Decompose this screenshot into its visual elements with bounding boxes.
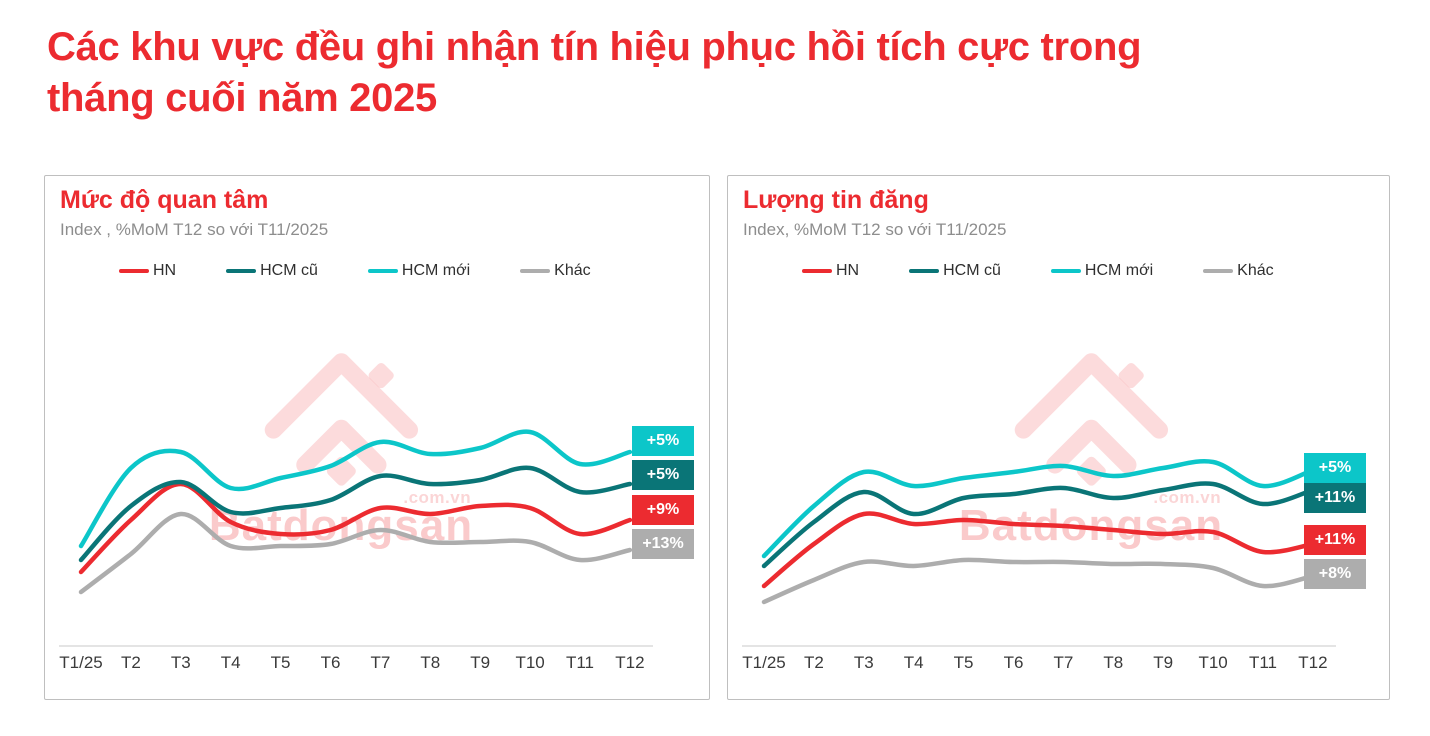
x-tick-label-t2: T2: [803, 653, 824, 672]
x-tick-label-t5: T5: [953, 653, 974, 672]
page-title-line-2: tháng cuối năm 2025: [47, 75, 437, 120]
x-tick-label-t11: T11: [1248, 653, 1278, 672]
end-label-badge-hcm-mới: +5%: [1304, 453, 1366, 483]
chart-panel-muc-do-quan-tam: Mức độ quan tâm Index , %MoM T12 so với …: [44, 175, 710, 700]
legend-swatch-hcm-cũ: [909, 269, 940, 273]
line-khác: [761, 557, 1316, 605]
line-hcm-cũ: [78, 465, 633, 563]
legend-label-hcm-mới: HCM mới: [401, 262, 471, 279]
end-label-badge-hcm-mới: +5%: [632, 426, 694, 456]
legend-label-hcm-mới: HCM mới: [1084, 262, 1154, 279]
legend-label-khác: Khác: [1237, 262, 1274, 279]
line-hcm-mới: [78, 429, 633, 549]
end-label-badge-hcm-cũ: +5%: [632, 460, 694, 490]
legend-label-hcm-cũ: HCM cũ: [943, 262, 1001, 279]
legend-item-hn: HN: [119, 262, 176, 280]
legend-label-hn: HN: [836, 262, 860, 279]
x-tick-label-t7: T7: [1053, 653, 1074, 672]
legend-label-hcm-cũ: HCM cũ: [260, 262, 318, 279]
legend-swatch-khác: [1203, 269, 1234, 273]
x-tick-label-t8: T8: [420, 653, 441, 672]
x-axis-line: [59, 645, 653, 647]
legend: HN HCM cũ HCM mới Khác: [802, 262, 1274, 280]
line-hn: [78, 481, 633, 575]
x-tick-label-t11: T11: [565, 653, 595, 672]
end-label-badge-hn: +11%: [1304, 525, 1366, 555]
x-tick-label-t7: T7: [370, 653, 391, 672]
legend-swatch-hcm-mới: [1050, 269, 1081, 273]
legend-swatch-hn: [119, 269, 149, 273]
line-hcm-cũ: [761, 481, 1316, 569]
x-tick-label-t10: T10: [515, 653, 545, 672]
chart-subtitle: Index , %MoM T12 so với T11/2025: [60, 220, 329, 239]
page-title: Các khu vực đều ghi nhận tín hiệu phục h…: [47, 22, 1387, 124]
legend-item-hcm-mới: HCM mới: [1050, 262, 1154, 280]
x-tick-label-t10: T10: [1198, 653, 1228, 672]
legend: HN HCM cũ HCM mới Khác: [119, 262, 591, 280]
x-tick-label-t4: T4: [903, 653, 924, 672]
x-tick-label-t9: T9: [1153, 653, 1174, 672]
line-chart: [761, 459, 1316, 605]
end-label-badge-hcm-cũ: +11%: [1304, 483, 1366, 513]
chart-title: Lượng tin đăng: [743, 186, 929, 214]
chart-panel-luong-tin-dang: Lượng tin đăng Index, %MoM T12 so với T1…: [727, 175, 1390, 700]
x-tick-label-t12: T12: [1298, 653, 1328, 672]
x-tick-label-t2: T2: [120, 653, 141, 672]
legend-item-hcm-mới: HCM mới: [367, 262, 471, 280]
end-label-badge-khác: +8%: [1304, 559, 1366, 589]
legend-item-hn: HN: [802, 262, 859, 280]
x-tick-label-t5: T5: [270, 653, 291, 672]
line-hcm-mới: [761, 459, 1316, 559]
legend-swatch-hcm-mới: [367, 269, 398, 273]
chart-subtitle: Index, %MoM T12 so với T11/2025: [743, 220, 1007, 239]
x-tick-label-t6: T6: [1003, 653, 1024, 672]
end-label-badge-khác: +13%: [632, 529, 694, 559]
line-chart: [78, 429, 633, 595]
legend-swatch-khác: [520, 269, 551, 273]
chart-title: Mức độ quan tâm: [60, 186, 269, 214]
legend-item-hcm-cũ: HCM cũ: [226, 262, 318, 280]
legend-swatch-hn: [802, 269, 832, 273]
x-tick-label-t8: T8: [1103, 653, 1124, 672]
x-tick-label-t6: T6: [320, 653, 341, 672]
legend-swatch-hcm-cũ: [226, 269, 257, 273]
x-axis-line: [742, 645, 1336, 647]
line-khác: [78, 511, 633, 595]
x-tick-label-t1-25: T1/25: [59, 653, 103, 672]
x-tick-label-t3: T3: [853, 653, 874, 672]
end-label-badge-hn: +9%: [632, 495, 694, 525]
x-tick-label-t3: T3: [170, 653, 191, 672]
x-tick-label-t4: T4: [220, 653, 241, 672]
legend-label-hn: HN: [153, 262, 177, 279]
x-tick-label-t1-25: T1/25: [742, 653, 786, 672]
legend-item-hcm-cũ: HCM cũ: [909, 262, 1001, 280]
legend-item-khác: Khác: [520, 262, 591, 280]
line-hn: [761, 511, 1316, 589]
page-title-line-1: Các khu vực đều ghi nhận tín hiệu phục h…: [47, 25, 1142, 69]
legend-item-khác: Khác: [1203, 262, 1274, 280]
x-tick-label-t9: T9: [470, 653, 491, 672]
legend-label-khác: Khác: [554, 262, 591, 279]
x-tick-label-t12: T12: [615, 653, 645, 672]
